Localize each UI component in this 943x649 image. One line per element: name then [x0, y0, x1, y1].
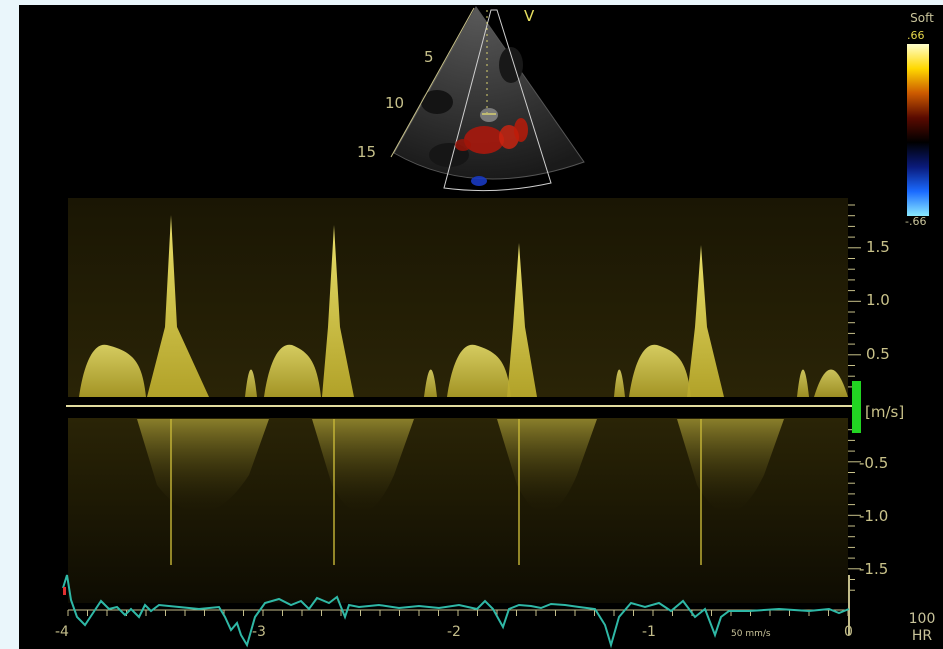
peak-wave-1	[147, 215, 209, 397]
velocity-tick-1.0: 1.0	[866, 291, 890, 309]
minor-wave-3	[614, 369, 625, 397]
time-tick--2: -2	[447, 624, 461, 640]
reverse-flow-4	[677, 419, 784, 513]
e-wave-1	[79, 344, 146, 397]
minor-wave-5	[814, 369, 848, 397]
velocity-tick--1.0: -1.0	[859, 507, 889, 525]
heart-rate-label: HR	[911, 628, 933, 644]
reverse-flow-envelope	[137, 419, 784, 565]
mode-label: V	[524, 7, 535, 25]
time-tick-0: 0	[844, 624, 853, 640]
colorbar-title: Soft	[910, 11, 934, 25]
minor-wave-1	[245, 369, 257, 397]
peak-wave-4	[687, 245, 724, 397]
peak-wave-2	[322, 225, 354, 397]
reverse-flow-2	[312, 419, 414, 513]
minor-wave-2	[424, 369, 437, 397]
colorbar-min-label: -.66	[905, 215, 927, 228]
velocity-axis	[848, 204, 861, 591]
minor-wave-4	[797, 369, 809, 397]
velocity-tick--0.5: -0.5	[859, 454, 889, 472]
sector-image	[390, 6, 585, 192]
color-scale-bar	[907, 44, 929, 216]
ecg-start-marker	[63, 587, 66, 595]
sample-gate	[482, 10, 496, 115]
depth-label-10: 10	[385, 94, 405, 112]
peak-wave-3	[507, 243, 537, 397]
spectral-doppler	[62, 198, 861, 649]
velocity-tick-1.5: 1.5	[866, 238, 890, 256]
velocity-unit-label: [m/s]	[865, 403, 905, 421]
reverse-flow-3	[497, 419, 597, 513]
time-tick--3: -3	[252, 624, 266, 640]
color-box	[443, 9, 552, 192]
baseline-marker[interactable]	[852, 381, 861, 433]
colorbar-max-label: .66	[907, 29, 925, 42]
depth-label-15: 15	[357, 143, 377, 161]
time-axis	[67, 575, 850, 635]
e-wave-2	[264, 344, 321, 397]
e-wave-3	[447, 344, 511, 397]
depth-label-5: 5	[424, 48, 434, 66]
time-tick--1: -1	[642, 624, 656, 640]
depth-scale	[390, 7, 475, 158]
ultrasound-display: V 5 10 15 Soft .66 -.66	[19, 5, 943, 649]
time-tick--4: -4	[55, 624, 69, 640]
heart-rate-value: 100	[908, 611, 936, 627]
ecg-trace	[62, 574, 850, 649]
velocity-tick-0.5: 0.5	[866, 345, 890, 363]
forward-flow-envelope	[79, 215, 848, 397]
sweep-speed-label: 50 mm/s	[731, 629, 771, 639]
e-wave-4	[629, 344, 691, 397]
velocity-tick--1.5: -1.5	[859, 560, 889, 578]
